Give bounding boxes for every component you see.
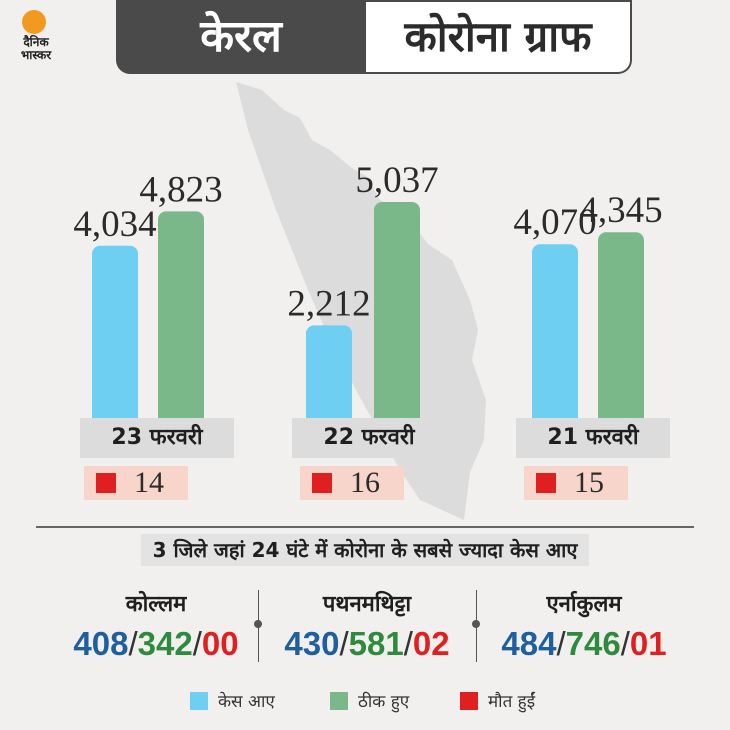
districts-heading-text: 3 जिले जहां 24 घंटे में कोरोना के सबसे ज… xyxy=(140,534,590,566)
legend-swatch xyxy=(460,692,478,710)
bar-cases-2 xyxy=(306,325,352,428)
bar-chart: 4,034 2,212 4,070 4,823 5,037 4,345 xyxy=(73,82,663,520)
legend-label: मौत हुईं xyxy=(488,692,536,712)
district-stats-3: 484/746/01 xyxy=(501,625,667,662)
deaths-value-1: 14 xyxy=(134,466,164,499)
district-deaths: 02 xyxy=(412,625,450,662)
legend-cases: केस आए xyxy=(190,690,275,714)
bar-recovered-3 xyxy=(598,232,644,428)
category-label-3: 21 फरवरी xyxy=(547,425,639,450)
legend-label: ठीक हुए xyxy=(358,692,410,712)
district-name-1: कोल्लम xyxy=(125,592,187,617)
district-stats-1: 408/342/00 xyxy=(73,625,239,662)
deaths-value-3: 15 xyxy=(574,466,604,499)
district-recovered: 342 xyxy=(137,625,193,662)
bar-cases-3 xyxy=(532,244,578,428)
date-band xyxy=(80,418,234,458)
bar-recovered-1 xyxy=(158,211,204,428)
separator-dot xyxy=(472,620,480,628)
death-marker-icon xyxy=(312,473,332,493)
death-marker-icon xyxy=(96,473,116,493)
legend-swatch xyxy=(330,692,348,710)
page-title-state: केरल xyxy=(116,0,366,74)
district-name-3: एर्नाकुलम xyxy=(546,592,622,617)
value-label-cases-3: 4,070 xyxy=(513,202,596,243)
legend-swatch xyxy=(190,692,208,710)
district-stats-2: 430/581/02 xyxy=(284,625,450,662)
district-recovered: 581 xyxy=(348,625,404,662)
district-name-2: पथनमथिट्टा xyxy=(322,592,412,617)
district-deaths: 00 xyxy=(201,625,239,662)
legend-label: केस आए xyxy=(218,692,275,712)
district-cases: 484 xyxy=(501,625,557,662)
value-label-cases-2: 2,212 xyxy=(287,283,370,324)
legend-recovered: ठीक हुए xyxy=(330,690,409,714)
category-label-2: 22 फरवरी xyxy=(323,425,415,450)
districts-heading: 3 जिले जहां 24 घंटे में कोरोना के सबसे ज… xyxy=(36,530,694,570)
page-title-topic: कोरोना ग्राफ xyxy=(366,0,632,74)
district-cases: 430 xyxy=(284,625,340,662)
deaths-value-2: 16 xyxy=(350,466,380,499)
legend-deaths: मौत हुईं xyxy=(460,690,535,714)
value-label-recovered-2: 5,037 xyxy=(355,160,438,201)
section-divider xyxy=(36,526,694,528)
value-label-recovered-3: 4,345 xyxy=(579,190,662,231)
value-label-cases-1: 4,034 xyxy=(73,204,156,245)
sun-icon xyxy=(22,10,46,34)
title-banner: केरल कोरोना ग्राफ xyxy=(116,0,632,74)
date-band xyxy=(516,418,670,458)
date-band xyxy=(292,418,446,458)
separator-dot xyxy=(254,620,262,628)
district-deaths: 01 xyxy=(629,625,667,662)
death-marker-icon xyxy=(536,473,556,493)
category-label-1: 23 फरवरी xyxy=(111,425,203,450)
bar-recovered-2 xyxy=(374,202,420,428)
dainik-bhaskar-logo: दैनिक भास्कर xyxy=(10,10,60,66)
district-recovered: 746 xyxy=(565,625,621,662)
value-label-recovered-1: 4,823 xyxy=(139,169,222,210)
kerala-map-silhouette xyxy=(236,82,486,520)
logo-text: दैनिक भास्कर xyxy=(20,35,52,62)
bar-cases-1 xyxy=(92,245,138,428)
district-cases: 408 xyxy=(73,625,129,662)
